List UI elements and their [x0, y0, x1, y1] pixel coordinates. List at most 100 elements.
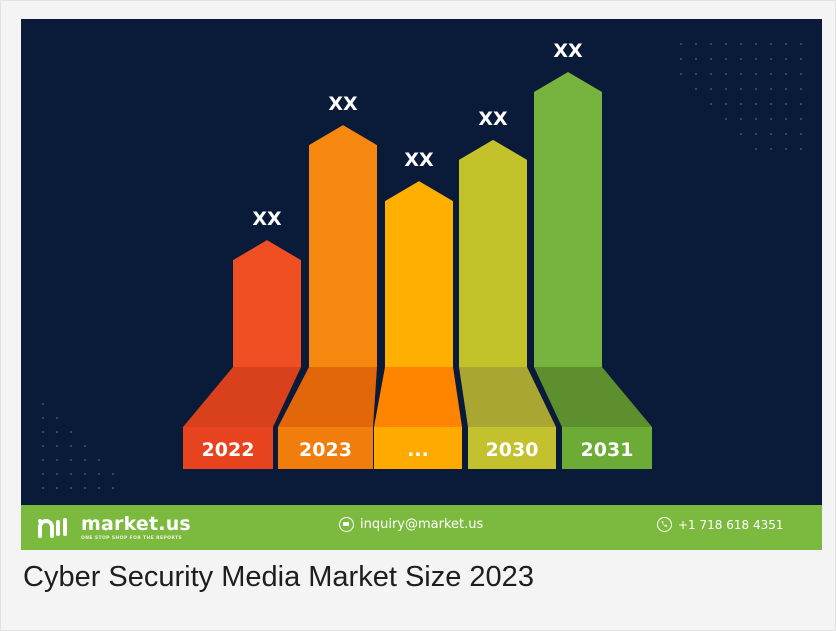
dot: [41, 416, 45, 420]
dot: [754, 42, 758, 46]
decorative-dots: [41, 42, 803, 490]
category-box: [374, 427, 462, 469]
dot: [694, 42, 698, 46]
dot: [784, 57, 788, 61]
dot: [69, 444, 73, 448]
category-label: 2022: [202, 439, 255, 461]
dot: [679, 42, 683, 46]
dot: [724, 102, 728, 106]
dot: [724, 57, 728, 61]
dot: [754, 147, 758, 151]
dot: [69, 472, 73, 476]
dot: [41, 486, 45, 490]
phone-text: +1 718 618 4351: [678, 517, 784, 532]
dot: [754, 132, 758, 136]
dot: [709, 87, 713, 91]
dot: [69, 430, 73, 434]
dot: [754, 57, 758, 61]
dot: [769, 117, 773, 121]
bar: [534, 72, 602, 367]
dot: [69, 458, 73, 462]
bar-shadow: [278, 367, 377, 427]
category-box: [278, 427, 373, 469]
dot: [754, 87, 758, 91]
dot: [769, 102, 773, 106]
dot: [41, 430, 45, 434]
dot: [799, 132, 803, 136]
dot: [799, 87, 803, 91]
dot: [709, 57, 713, 61]
dot: [679, 57, 683, 61]
dot: [41, 458, 45, 462]
brand-name: market.us: [81, 512, 191, 535]
dot: [739, 72, 743, 76]
dot: [784, 87, 788, 91]
dot: [784, 117, 788, 121]
dot: [83, 486, 87, 490]
dot: [83, 472, 87, 476]
value-label: XX: [328, 93, 358, 115]
dot: [769, 87, 773, 91]
dot: [799, 102, 803, 106]
dot: [55, 416, 59, 420]
dot: [784, 72, 788, 76]
dot: [694, 57, 698, 61]
dot: [799, 117, 803, 121]
dot: [97, 458, 101, 462]
dot: [739, 102, 743, 106]
dot: [799, 42, 803, 46]
dot: [769, 72, 773, 76]
brand-footer: market.us ONE STOP SHOP FOR THE REPORTS …: [21, 505, 822, 550]
dot: [769, 147, 773, 151]
bar-shadow: [183, 367, 301, 427]
dot: [799, 147, 803, 151]
dot: [739, 117, 743, 121]
dot: [724, 72, 728, 76]
value-label: XX: [404, 149, 434, 171]
phone-icon: [657, 517, 672, 532]
category-box: [562, 427, 652, 469]
phone-contact[interactable]: +1 718 618 4351: [657, 517, 783, 532]
dot: [709, 72, 713, 76]
dot: [784, 102, 788, 106]
dot: [769, 132, 773, 136]
dot: [769, 57, 773, 61]
bar: [233, 240, 301, 367]
category-box: [468, 427, 556, 469]
dot: [754, 72, 758, 76]
dot: [709, 102, 713, 106]
dot: [55, 430, 59, 434]
bar: [385, 181, 453, 367]
dot: [799, 72, 803, 76]
dot: [97, 472, 101, 476]
bar-shadow: [374, 367, 462, 427]
dot: [41, 402, 45, 406]
dot: [69, 486, 73, 490]
dot: [41, 444, 45, 448]
bar: [459, 139, 527, 367]
dot: [709, 42, 713, 46]
dot: [97, 486, 101, 490]
dot: [55, 444, 59, 448]
category-label: ...: [407, 439, 429, 461]
category-box: [183, 427, 273, 469]
brand-logo[interactable]: market.us ONE STOP SHOP FOR THE REPORTS: [37, 511, 191, 545]
value-label: XX: [553, 40, 583, 62]
dot: [769, 42, 773, 46]
category-label: 2030: [486, 439, 539, 461]
dot: [679, 72, 683, 76]
dot: [724, 117, 728, 121]
dot: [83, 458, 87, 462]
bar-chart: 2022 XX 2023 XX... XX 2030 XX 2031 XX: [41, 40, 803, 490]
category-label: 2031: [581, 439, 634, 461]
dot: [739, 132, 743, 136]
dot: [739, 42, 743, 46]
email-contact[interactable]: inquiry@market.us: [339, 517, 483, 532]
dot: [55, 472, 59, 476]
dot: [739, 57, 743, 61]
dot: [694, 87, 698, 91]
dot: [784, 42, 788, 46]
dot: [41, 472, 45, 476]
market-us-logo-icon: [38, 518, 67, 538]
